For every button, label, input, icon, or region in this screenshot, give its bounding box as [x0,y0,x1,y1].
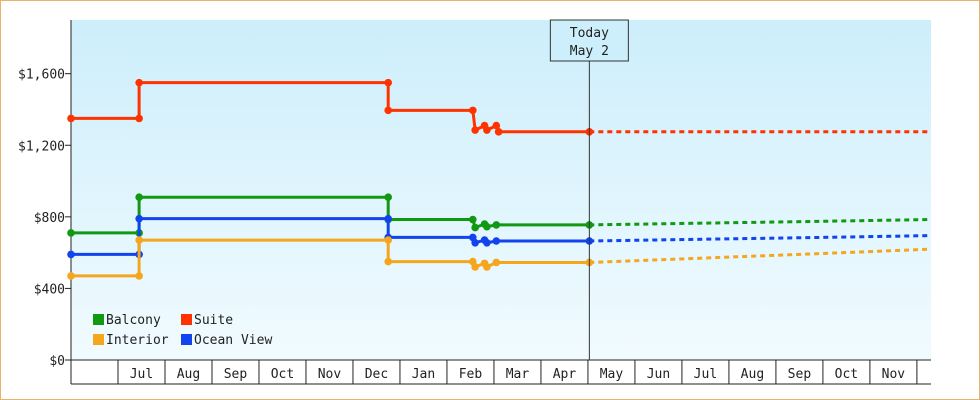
series-point-ocean-view [384,214,393,223]
series-point-ocean-view [471,238,479,247]
series-point-suite [494,128,503,136]
x-tick-label: Sep [224,367,248,382]
x-tick-label: Nov [318,367,342,382]
legend-label: Ocean View [194,333,272,348]
series-point-balcony [471,223,479,232]
x-tick-label: Jul [130,367,153,382]
series-point-suite [135,78,143,87]
x-tick-label: Apr [553,367,577,382]
series-point-interior [135,272,143,280]
series-point-balcony [384,193,393,201]
x-tick-label: Oct [835,367,858,382]
legend-swatch [93,334,104,345]
x-tick-label: Sep [788,367,812,382]
legend-swatch [181,314,192,325]
x-tick-label: Dec [365,367,388,382]
x-tick-label: Feb [459,367,483,382]
series-point-suite [471,126,479,134]
series-point-balcony [469,215,477,224]
x-tick-label: Aug [177,367,200,382]
series-point-interior [384,257,393,266]
y-tick-label: $1,200 [18,139,65,154]
legend: Balcony Suite Interior Ocean View [93,313,272,348]
series-point-suite [384,106,393,115]
series-point-suite [469,106,477,115]
series-point-interior [384,236,393,244]
series-point-balcony [483,222,491,231]
series-point-interior [67,272,75,280]
x-tick-label: Oct [271,367,294,382]
y-tick-label: $400 [34,282,65,297]
x-tick-label: Jun [647,367,670,382]
today-marker: Today May 2 [549,19,629,360]
series-forecast-ocean-view [589,234,932,243]
series-point-ocean-view [492,237,501,245]
x-tick-label: Mar [506,367,530,382]
series-point-suite [67,114,75,123]
series-forecast-interior [589,247,932,264]
series-point-suite [483,126,491,134]
today-label: Today [570,26,609,41]
legend-swatch [93,314,104,325]
series-point-suite [384,78,393,87]
series-point-suite [492,121,501,130]
series-point-balcony [67,229,75,237]
x-axis: Jul Aug Sep Oct Nov Dec Jan Feb Mar Apr May Jun Jul A… [70,359,931,385]
series-point-ocean-view [135,214,143,223]
today-box [549,19,629,62]
x-tick-label: Jan [412,367,435,382]
legend-swatch [181,334,192,345]
series-point-ocean-view [483,238,491,247]
x-tick-label: May [600,367,624,382]
series-point-balcony [492,221,501,229]
legend-label: Interior [106,333,169,348]
legend-label: Balcony [106,313,161,328]
series-point-interior [483,263,491,271]
y-tick-label: $1,600 [18,68,65,83]
series-forecast-balcony [589,218,932,227]
plot-area [71,20,931,360]
series-point-ocean-view [67,250,75,259]
x-tick-label: Aug [741,367,764,382]
legend-label: Suite [194,313,233,328]
series-point-balcony [135,193,143,201]
series-point-suite [135,114,143,123]
today-date: May 2 [570,44,609,59]
series-point-interior [492,258,501,267]
x-tick-label: Jul [694,367,717,382]
series-layer [67,78,932,280]
y-tick-label: $800 [34,211,65,226]
series-point-interior [471,263,479,271]
x-tick-label: Nov [882,367,906,382]
series-point-interior [135,236,143,244]
y-tick-label: $0 [49,354,65,369]
y-axis: $0 $400 $800 $1,200 $1,600 [18,20,72,369]
